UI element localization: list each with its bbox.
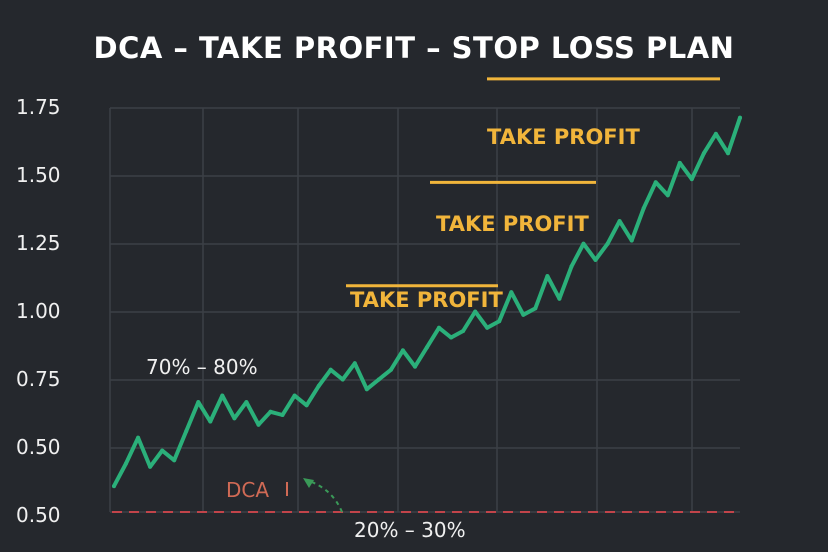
y-axis: 1.75 1.50 1.25 1.00 0.75 0.50 0.50	[16, 95, 61, 527]
data-point	[605, 241, 610, 246]
data-point	[352, 361, 357, 366]
data-point	[509, 290, 514, 295]
data-point	[593, 257, 598, 262]
data-point	[196, 400, 201, 405]
data-point	[653, 180, 658, 185]
take-profit-label: TAKE PROFIT	[350, 288, 503, 312]
data-point	[112, 484, 116, 489]
dca-arrow	[305, 479, 343, 513]
data-point	[184, 429, 189, 434]
data-point	[400, 348, 405, 353]
data-point	[665, 193, 670, 198]
y-tick-label: 1.00	[16, 299, 61, 323]
data-point	[713, 131, 718, 136]
y-tick-label: 0.75	[16, 367, 61, 391]
data-point	[232, 416, 237, 421]
data-point	[726, 151, 730, 156]
data-point	[208, 419, 213, 424]
data-point	[641, 206, 646, 211]
data-point	[545, 274, 550, 279]
data-point	[136, 435, 141, 440]
y-tick-label: 1.25	[16, 231, 61, 255]
dca-arrow-head	[303, 478, 314, 488]
data-point	[533, 306, 538, 311]
data-point	[701, 151, 706, 156]
data-point	[388, 367, 393, 372]
data-point	[557, 296, 562, 301]
data-point	[581, 241, 586, 246]
data-point	[629, 238, 634, 243]
data-point	[148, 464, 153, 469]
data-point	[425, 345, 429, 350]
data-point	[376, 377, 381, 382]
data-point	[172, 458, 177, 463]
data-point	[449, 335, 454, 340]
data-point	[521, 312, 526, 317]
data-point	[292, 393, 297, 398]
allocation-lower-label: 20% – 30%	[354, 518, 466, 542]
data-point	[316, 384, 321, 388]
data-point	[268, 409, 273, 414]
data-point	[304, 403, 309, 408]
data-point	[485, 325, 490, 330]
data-point	[473, 309, 478, 314]
y-tick-label: 0.50	[16, 503, 61, 527]
data-point	[569, 264, 574, 269]
data-points	[112, 115, 742, 489]
data-point	[328, 367, 333, 372]
data-point	[677, 160, 682, 165]
take-profit-group: TAKE PROFIT TAKE PROFIT TAKE PROFIT	[346, 77, 720, 312]
data-point	[617, 219, 622, 224]
take-profit-label: TAKE PROFIT	[487, 125, 640, 149]
y-tick-label: 0.50	[16, 435, 61, 459]
data-point	[244, 400, 249, 405]
data-point	[689, 177, 694, 182]
data-point	[497, 319, 502, 324]
data-point	[738, 115, 742, 120]
dca-label: DCA	[226, 478, 269, 502]
data-point	[437, 325, 441, 330]
data-point	[220, 393, 225, 398]
y-tick-label: 1.50	[16, 163, 61, 187]
chart-title: DCA – TAKE PROFIT – STOP LOSS PLAN	[94, 31, 735, 65]
data-point	[280, 413, 285, 417]
data-point	[340, 377, 345, 382]
data-point	[413, 364, 417, 369]
data-point	[364, 387, 369, 392]
data-point	[461, 329, 466, 333]
y-tick-label: 1.75	[16, 95, 61, 119]
data-point	[124, 461, 128, 466]
data-point	[160, 448, 165, 453]
take-profit-label: TAKE PROFIT	[436, 212, 589, 236]
allocation-upper-label: 70% – 80%	[146, 355, 258, 379]
data-point	[256, 422, 261, 427]
